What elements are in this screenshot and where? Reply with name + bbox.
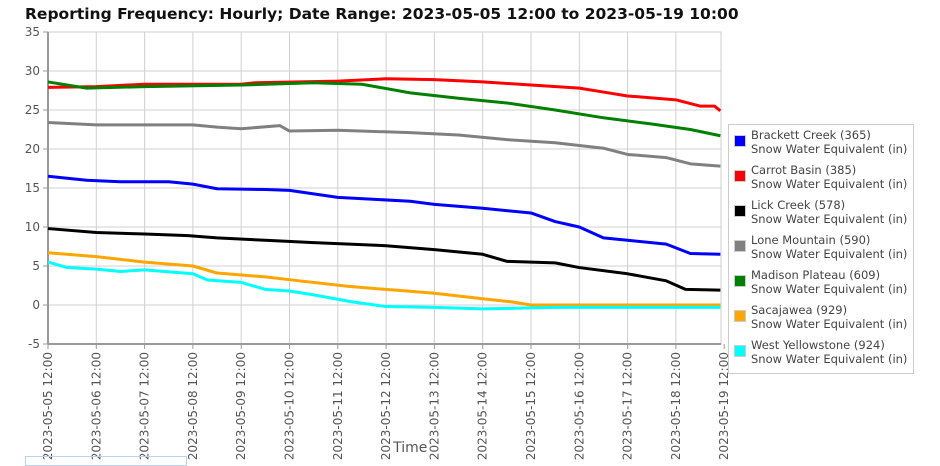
x-tick-label: 2023-05-19 12:00: [717, 352, 731, 460]
y-tick-label: 25: [25, 103, 40, 117]
chart-title: Reporting Frequency: Hourly; Date Range:…: [25, 5, 739, 23]
series-line: [47, 227, 721, 292]
x-tick-label: 2023-05-13 12:00: [427, 352, 441, 460]
legend-text: Brackett Creek (365) Snow Water Equivalen…: [751, 128, 907, 156]
bottom-panel: [25, 456, 187, 466]
legend-series-name: Carrot Basin (385): [751, 163, 857, 177]
legend-item[interactable]: Lick Creek (578) Snow Water Equivalent (i…: [733, 198, 907, 233]
y-tick-label: 20: [25, 142, 40, 156]
series-line: [47, 120, 721, 168]
y-tick-label: 5: [32, 259, 40, 273]
legend-text: Lick Creek (578) Snow Water Equivalent (i…: [751, 198, 907, 226]
legend-series-unit: Snow Water Equivalent (in): [751, 212, 908, 226]
x-tick-label: 2023-05-07 12:00: [138, 352, 152, 460]
legend-text: Madison Plateau (609) Snow Water Equivale…: [751, 268, 907, 296]
legend-series-unit: Snow Water Equivalent (in): [751, 282, 908, 296]
legend-series-name: Lone Mountain (590): [751, 233, 871, 247]
x-tick-label: 2023-05-05 12:00: [41, 352, 55, 460]
y-tick-label: 0: [32, 298, 40, 312]
legend-item[interactable]: Lone Mountain (590) Snow Water Equivalent…: [733, 233, 907, 268]
legend-series-unit: Snow Water Equivalent (in): [751, 177, 908, 191]
legend-swatch: [734, 240, 746, 252]
series-line: [47, 251, 721, 307]
legend-swatch: [734, 310, 746, 322]
legend-item[interactable]: Madison Plateau (609) Snow Water Equivale…: [733, 268, 907, 303]
legend-text: Carrot Basin (385) Snow Water Equivalent …: [751, 163, 907, 191]
legend-series-name: Brackett Creek (365): [751, 128, 871, 142]
x-tick-label: 2023-05-15 12:00: [524, 352, 538, 460]
legend-item[interactable]: Carrot Basin (385) Snow Water Equivalent …: [733, 163, 907, 198]
legend-series-unit: Snow Water Equivalent (in): [751, 317, 908, 331]
x-tick-label: 2023-05-16 12:00: [572, 352, 586, 460]
series-line: [47, 80, 721, 138]
legend: Brackett Creek (365) Snow Water Equivalen…: [728, 124, 915, 374]
series-line: [47, 174, 721, 256]
legend-text: Lone Mountain (590) Snow Water Equivalent…: [751, 233, 907, 261]
x-tick-label: 2023-05-11 12:00: [331, 352, 345, 460]
series-line: [47, 260, 721, 311]
legend-text: West Yellowstone (924) Snow Water Equival…: [751, 338, 907, 366]
y-tick-label: 35: [25, 25, 40, 39]
y-tick-label: 15: [25, 181, 40, 195]
legend-swatch: [734, 135, 746, 147]
x-tick-label: 2023-05-09 12:00: [234, 352, 248, 460]
legend-series-name: Lick Creek (578): [751, 198, 846, 212]
x-tick-label: 2023-05-18 12:00: [669, 352, 683, 460]
legend-text: Sacajawea (929) Snow Water Equivalent (in…: [751, 303, 907, 331]
legend-series-name: Sacajawea (929): [751, 303, 848, 317]
legend-series-unit: Snow Water Equivalent (in): [751, 352, 908, 366]
x-tick-label: 2023-05-14 12:00: [476, 352, 490, 460]
legend-swatch: [734, 170, 746, 182]
x-tick-label: 2023-05-08 12:00: [186, 352, 200, 460]
legend-series-name: West Yellowstone (924): [751, 338, 885, 352]
legend-swatch: [734, 205, 746, 217]
legend-series-unit: Snow Water Equivalent (in): [751, 142, 908, 156]
x-axis-label: Time: [392, 440, 427, 456]
legend-series-unit: Snow Water Equivalent (in): [751, 247, 908, 261]
legend-swatch: [734, 345, 746, 357]
legend-item[interactable]: Sacajawea (929) Snow Water Equivalent (in…: [733, 303, 907, 338]
x-tick-label: 2023-05-06 12:00: [89, 352, 103, 460]
y-tick-label: 10: [25, 220, 40, 234]
x-tick-label: 2023-05-10 12:00: [283, 352, 297, 460]
x-tick-label: 2023-05-17 12:00: [621, 352, 635, 460]
x-tick-label: 2023-05-12 12:00: [379, 352, 393, 460]
legend-swatch: [734, 275, 746, 287]
legend-item[interactable]: Brackett Creek (365) Snow Water Equivalen…: [733, 128, 907, 163]
legend-item[interactable]: West Yellowstone (924) Snow Water Equival…: [733, 338, 907, 373]
y-tick-label: 30: [25, 64, 40, 78]
y-tick-label: -5: [28, 337, 40, 351]
legend-series-name: Madison Plateau (609): [751, 268, 881, 282]
